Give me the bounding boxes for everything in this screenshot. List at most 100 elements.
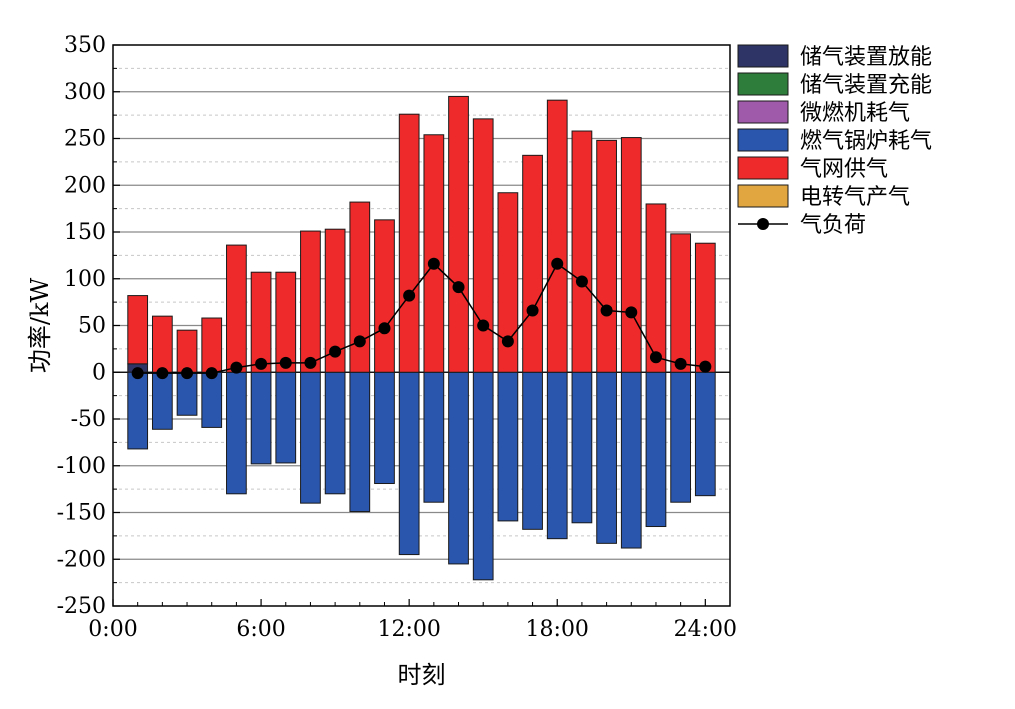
y-tick-label: 200 [64,173,106,198]
load-point [230,361,243,374]
legend-label: 储气装置充能 [800,73,932,98]
load-point [378,322,391,335]
load-point [156,367,169,380]
y-tick-label: 300 [64,80,106,105]
legend-swatch [737,128,789,152]
legend-swatch [737,44,789,68]
x-tick-label: 24:00 [674,617,737,642]
bar-气网供气 [324,228,346,373]
bar-燃气锅炉耗气 [349,371,371,513]
load-line-layer [131,257,712,380]
legend-swatch [737,156,789,180]
legend-label: 气负荷 [800,213,866,238]
bar-燃气锅炉耗气 [275,371,297,464]
load-point [255,357,268,370]
bar-燃气锅炉耗气 [300,371,321,504]
y-axis-title: 功率/kW [26,278,54,374]
legend-label: 燃气锅炉耗气 [800,129,932,154]
x-axis-title: 时刻 [398,661,446,689]
bar-燃气锅炉耗气 [472,371,494,581]
load-point [699,360,712,373]
x-tick-label: 0:00 [88,617,137,642]
bar-燃气锅炉耗气 [620,371,642,549]
load-point [600,304,613,317]
load-point [304,356,317,369]
bar-气网供气 [670,233,692,373]
bar-气网供气 [620,137,642,373]
bar-气网供气 [374,219,395,373]
y-tick-label: -200 [57,547,106,572]
legend-label: 电转气产气 [800,185,910,210]
load-point [551,257,564,270]
load-point [279,356,292,369]
bar-气网供气 [472,118,494,373]
bar-燃气锅炉耗气 [201,371,223,428]
y-tick-label: -50 [71,407,106,432]
y-tick-label: -150 [57,501,106,526]
bar-气网供气 [349,201,371,373]
load-point [131,367,144,380]
legend-label: 微燃机耗气 [800,101,910,126]
bar-燃气锅炉耗气 [497,371,519,522]
bar-气网供气 [571,130,593,373]
bar-燃气锅炉耗气 [250,371,272,465]
load-point [403,289,416,302]
bar-气网供气 [176,329,198,373]
load-point [205,367,218,380]
bar-气网供气 [596,139,617,373]
y-tick-label: 350 [64,33,106,58]
legend-label: 储气装置放能 [800,45,932,70]
load-point [477,319,490,332]
x-tick-label: 6:00 [236,617,285,642]
bar-气网供气 [201,317,223,373]
bar-气网供气 [497,192,519,373]
bar-燃气锅炉耗气 [226,371,247,495]
load-point [427,257,440,270]
bar-燃气锅炉耗气 [571,371,593,524]
y-tick-label: 0 [92,360,106,385]
bar-气网供气 [226,244,247,373]
bar-气网供气 [275,271,297,373]
bar-气网供气 [645,203,667,373]
axes-layer: 350 300 250 200 150 100 50 0 -50 -100 -150 -200 -250… [57,33,737,642]
bar-燃气锅炉耗气 [694,371,716,497]
load-point [526,304,539,317]
bar-气网供气 [448,95,469,373]
bar-气网供气 [423,134,445,373]
x-tick-label: 12:00 [377,617,440,642]
bar-燃气锅炉耗气 [448,371,469,565]
bar-燃气锅炉耗气 [374,371,395,485]
bar-气网供气 [250,271,272,373]
y-tick-label: -100 [57,454,106,479]
y-tick-label: 250 [64,127,106,152]
legend-marker [757,218,769,230]
load-point [575,275,588,288]
bar-燃气锅炉耗气 [423,371,445,503]
bar-燃气锅炉耗气 [670,371,692,503]
bar-气网供气 [694,242,716,373]
load-line [137,262,706,374]
bar-燃气锅炉耗气 [645,371,667,528]
legend-label: 气网供气 [800,157,888,182]
load-point [353,335,366,348]
x-tick-label: 18:00 [526,617,589,642]
bar-燃气锅炉耗气 [127,371,149,450]
load-point [181,367,194,380]
bar-燃气锅炉耗气 [324,371,346,495]
y-tick-label: 50 [78,314,106,339]
y-tick-label: 150 [64,220,106,245]
bar-燃气锅炉耗气 [596,371,617,544]
bar-燃气锅炉耗气 [522,371,543,530]
legend-swatch [737,100,789,124]
load-point [329,345,342,358]
bar-燃气锅炉耗气 [546,371,568,540]
legend-swatch [737,72,789,96]
bar-燃气锅炉耗气 [151,371,173,430]
bar-气网供气 [398,113,420,373]
load-point [501,335,514,348]
load-point [674,357,687,370]
y-tick-label: 100 [64,267,106,292]
